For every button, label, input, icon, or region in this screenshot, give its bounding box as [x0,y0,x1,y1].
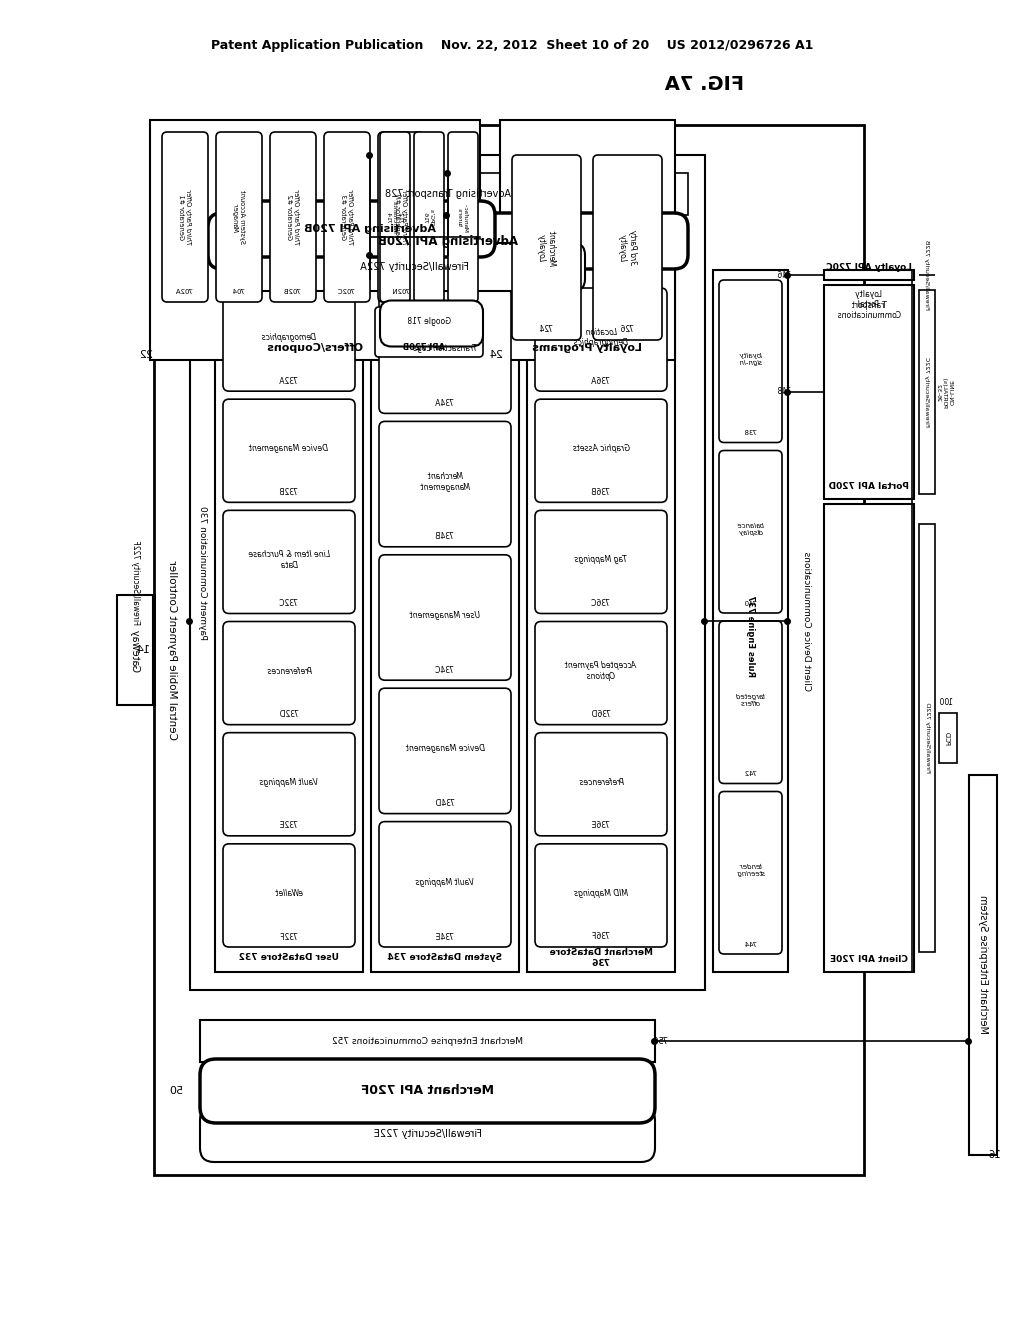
Text: Patent Application Publication    Nov. 22, 2012  Sheet 10 of 20    US 2012/02967: Patent Application Publication Nov. 22, … [211,38,813,51]
